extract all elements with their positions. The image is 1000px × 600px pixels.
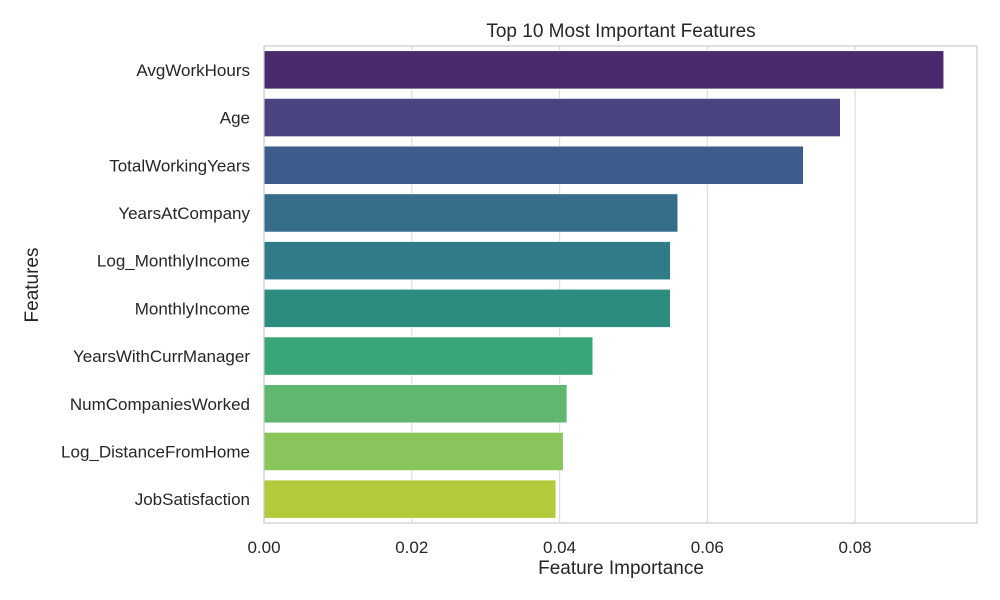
x-tick-label: 0.04 — [543, 538, 576, 557]
plot-frame — [263, 45, 978, 524]
bar — [263, 336, 594, 376]
y-tick-label: NumCompaniesWorked — [70, 395, 250, 414]
x-tick-label: 0.08 — [839, 538, 872, 557]
y-tick-label: Log_DistanceFromHome — [61, 442, 250, 461]
y-tick-label: Age — [220, 109, 250, 128]
bar — [263, 241, 671, 281]
y-tick-labels: AvgWorkHours Age TotalWorkingYears YearsAtC… — [61, 61, 250, 509]
bars — [263, 50, 945, 519]
y-tick-label: AvgWorkHours — [136, 61, 250, 80]
y-tick-label: YearsAtCompany — [118, 204, 250, 223]
bar — [263, 193, 679, 233]
chart-title: Top 10 Most Important Features — [486, 21, 755, 42]
x-axis-title: Feature Importance — [538, 558, 704, 579]
y-tick-label: Log_MonthlyIncome — [97, 252, 250, 271]
y-axis-title: Features — [22, 248, 43, 323]
bar — [263, 432, 564, 471]
bar — [263, 384, 568, 424]
x-tick-label: 0.02 — [395, 538, 428, 557]
x-tick-label: 0.00 — [247, 538, 280, 557]
bar — [263, 479, 557, 519]
y-tick-label: MonthlyIncome — [135, 299, 250, 318]
x-tick-labels: 0.00 0.02 0.04 0.06 0.08 — [247, 538, 871, 557]
bar — [263, 145, 804, 185]
y-tick-label: YearsWithCurrManager — [73, 347, 250, 366]
x-tick-label: 0.06 — [691, 538, 724, 557]
bar — [263, 50, 945, 90]
bar — [263, 98, 841, 137]
bar — [263, 288, 671, 328]
y-tick-label: JobSatisfaction — [135, 490, 250, 509]
y-tick-label: TotalWorkingYears — [109, 156, 250, 175]
